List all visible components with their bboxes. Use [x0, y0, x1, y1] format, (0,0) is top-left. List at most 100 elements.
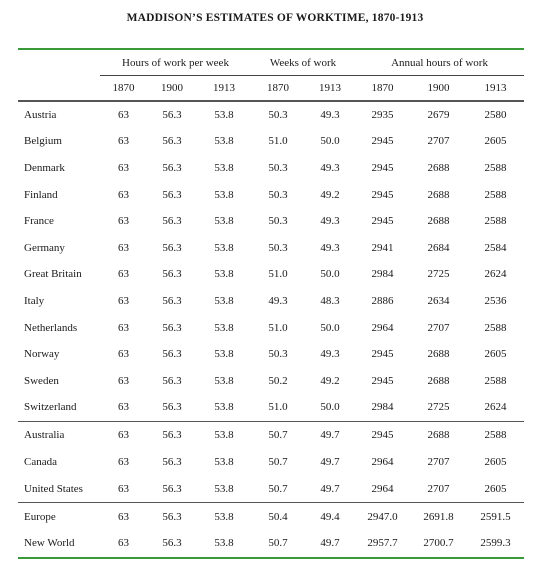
value-cell: 53.8 [214, 537, 234, 550]
value-cell: 2624 [484, 401, 507, 414]
value-cell: 50.3 [268, 215, 288, 228]
year-header: 1913 [319, 82, 341, 94]
value-cell: 2588 [484, 161, 507, 174]
value-cell: 50.3 [268, 161, 288, 174]
value-cell: 51.0 [268, 268, 288, 281]
table-row: Netherlands 63 56.3 53.8 51.0 50.0 2964 2707 258… [18, 314, 524, 341]
value-cell: 63 [118, 161, 129, 174]
value-cell: 53.8 [214, 161, 234, 174]
worktime-table-container: Hours of work per week Weeks of work Ann… [18, 48, 525, 559]
table-row: New World 63 56.3 53.8 50.7 49.7 2957.7 2700.7 2… [18, 530, 524, 557]
value-cell: 2945 [371, 348, 394, 361]
value-cell: 2725 [427, 401, 450, 414]
value-cell: 56.3 [162, 401, 182, 414]
year-header: 1900 [427, 82, 450, 94]
value-cell: 63 [118, 374, 129, 387]
table-row: Finland 63 56.3 53.8 50.3 49.2 2945 2688 2588 [18, 181, 524, 208]
year-header-row: 1870 1900 1913 1870 1913 1870 1900 1913 [18, 76, 524, 101]
value-cell: 63 [118, 241, 129, 254]
table-row: Canada 63 56.3 53.8 50.7 49.7 2964 2707 2605 [18, 449, 524, 476]
value-cell: 53.8 [214, 294, 234, 307]
value-cell: 49.3 [320, 215, 340, 228]
value-cell: 50.4 [268, 510, 288, 523]
table-row: Germany 63 56.3 53.8 50.3 49.3 2941 2684 2584 [18, 234, 524, 261]
country-name: Finland [24, 188, 58, 201]
table-row: Austria 63 56.3 53.8 50.3 49.3 2935 2679 2580 [18, 102, 524, 129]
value-cell: 2984 [371, 268, 394, 281]
value-cell: 2707 [427, 321, 450, 334]
value-cell: 51.0 [268, 321, 288, 334]
value-cell: 53.8 [214, 510, 234, 523]
value-cell: 53.8 [214, 374, 234, 387]
value-cell: 50.0 [320, 268, 340, 281]
value-cell: 50.3 [268, 348, 288, 361]
value-cell: 2536 [484, 294, 507, 307]
table-row: Belgium 63 56.3 53.8 51.0 50.0 2945 2707 2605 [18, 128, 524, 155]
value-cell: 2605 [484, 135, 507, 148]
value-cell: 2964 [371, 321, 394, 334]
value-cell: 56.3 [162, 294, 182, 307]
value-cell: 56.3 [162, 348, 182, 361]
value-cell: 49.7 [320, 429, 340, 442]
value-cell: 53.8 [214, 188, 234, 201]
value-cell: 2584 [484, 241, 507, 254]
worktime-table: Hours of work per week Weeks of work Ann… [18, 50, 525, 559]
value-cell: 2588 [484, 429, 507, 442]
country-name: Sweden [24, 374, 59, 387]
value-cell: 48.3 [320, 294, 340, 307]
value-cell: 56.3 [162, 108, 182, 121]
table-row: Sweden 63 56.3 53.8 50.2 49.2 2945 2688 2588 [18, 367, 524, 394]
value-cell: 53.8 [214, 215, 234, 228]
table-row: Great Britain 63 56.3 53.8 51.0 50.0 2984 2725 2… [18, 261, 524, 288]
value-cell: 63 [118, 108, 129, 121]
value-cell: 2688 [427, 374, 450, 387]
table-row: United States 63 56.3 53.8 50.7 49.7 2964 2707 2… [18, 475, 524, 502]
value-cell: 2957.7 [367, 537, 398, 550]
value-cell: 2588 [484, 321, 507, 334]
value-cell: 50.7 [268, 429, 288, 442]
value-cell: 50.0 [320, 135, 340, 148]
country-name: United States [24, 482, 83, 495]
value-cell: 50.7 [268, 537, 288, 550]
value-cell: 49.3 [320, 108, 340, 121]
value-cell: 63 [118, 510, 129, 523]
value-cell: 49.7 [320, 482, 340, 495]
value-cell: 63 [118, 321, 129, 334]
value-cell: 63 [118, 401, 129, 414]
country-name: Germany [24, 241, 65, 254]
value-cell: 63 [118, 188, 129, 201]
value-cell: 2588 [484, 374, 507, 387]
value-cell: 2588 [484, 215, 507, 228]
value-cell: 2945 [371, 188, 394, 201]
country-name: France [24, 215, 54, 228]
value-cell: 2945 [371, 374, 394, 387]
value-cell: 49.4 [320, 510, 340, 523]
value-cell: 50.3 [268, 241, 288, 254]
value-cell: 50.3 [268, 188, 288, 201]
value-cell: 2945 [371, 161, 394, 174]
value-cell: 53.8 [214, 429, 234, 442]
value-cell: 2679 [427, 108, 450, 121]
top-rule [18, 48, 524, 50]
table-row: Norway 63 56.3 53.8 50.3 49.3 2945 2688 2605 [18, 341, 524, 368]
section-separator [18, 420, 525, 423]
table-row: Australia 63 56.3 53.8 50.7 49.7 2945 2688 2588 [18, 422, 524, 449]
year-header: 1870 [112, 82, 135, 94]
year-header: 1913 [213, 82, 235, 94]
value-cell: 63 [118, 135, 129, 148]
bottom-rule [18, 556, 525, 559]
value-cell: 53.8 [214, 482, 234, 495]
value-cell: 56.3 [162, 456, 182, 469]
value-cell: 56.3 [162, 429, 182, 442]
table-title: MADDISON’S ESTIMATES OF WORKTIME, 1870-1… [126, 12, 424, 24]
country-name: Italy [24, 294, 45, 307]
year-header: 1900 [161, 82, 183, 94]
value-cell: 2691.8 [423, 510, 454, 523]
value-cell: 50.0 [320, 321, 340, 334]
value-cell: 2945 [371, 135, 394, 148]
value-cell: 63 [118, 348, 129, 361]
value-cell: 2688 [427, 188, 450, 201]
value-cell: 56.3 [162, 374, 182, 387]
group-header-hours: Hours of work per week [100, 50, 251, 76]
value-cell: 2634 [427, 294, 450, 307]
